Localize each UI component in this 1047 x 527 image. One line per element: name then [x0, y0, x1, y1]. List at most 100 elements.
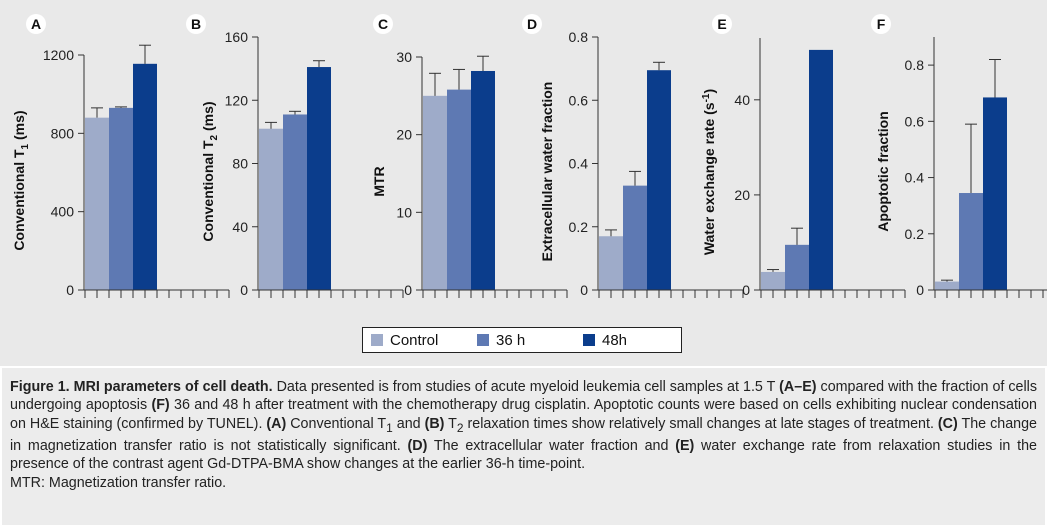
bar-e-2 — [809, 49, 833, 290]
bar-d-1 — [623, 185, 647, 290]
y-axis-label-main-f: Apoptotic fraction — [875, 111, 891, 232]
panel-letter-badge-d — [522, 14, 542, 34]
caption-seg: relaxation times show relatively small c… — [463, 415, 938, 432]
y-axis-label-d: Extracellular water fraction — [539, 82, 555, 262]
caption-seg: compared with the fraction of cells unde… — [10, 379, 1038, 414]
legend-item-36h: 36 h — [477, 332, 575, 349]
y-tick-label-d-4: 0.8 — [569, 29, 589, 45]
caption-sub: 1 — [386, 420, 393, 435]
y-tick-label-c-1: 10 — [396, 204, 412, 220]
panel-letter-c: C — [378, 16, 388, 32]
bar-e-1 — [785, 244, 809, 290]
y-tick-label-e-2: 40 — [734, 92, 750, 108]
legend-label-36h: 36 h — [496, 331, 526, 349]
y-tick-label-a-3: 1200 — [43, 47, 74, 63]
y-tick-label-f-4: 0.8 — [905, 57, 925, 73]
y-tick-label-b-0: 0 — [240, 282, 248, 298]
caption-ref: (B) — [424, 415, 445, 432]
caption-ref: (E) — [675, 438, 695, 455]
y-axis-label-a: Conventional T1 (ms) — [11, 110, 31, 250]
legend-swatch-48h — [583, 334, 595, 346]
y-tick-label-f-1: 0.2 — [905, 226, 925, 242]
y-axis-label-f: Apoptotic fraction — [875, 111, 891, 232]
bar-f-2 — [983, 97, 1007, 290]
caption-seg: Conventional T — [286, 415, 387, 432]
caption-seg: 36 and 48 h after treatment with the che… — [10, 397, 1037, 432]
y-axis-label-main-d: Extracellular water fraction — [539, 82, 555, 262]
bar-c-1 — [447, 89, 471, 291]
panel-letter-b: B — [191, 16, 201, 32]
y-tick-label-e-1: 20 — [734, 187, 750, 203]
panel-letter-d: D — [527, 16, 537, 32]
caption-abbreviation: MTR: Magnetization transfer ratio. — [10, 474, 227, 491]
caption-text: Figure 1. MRI parameters of cell death. … — [10, 378, 1037, 474]
caption-seg: T — [444, 415, 457, 432]
y-tick-label-e-0: 0 — [742, 282, 750, 298]
y-axis-label-c: MTR — [371, 166, 387, 196]
panel-letter-badge-b — [186, 14, 206, 34]
y-tick-label-a-1: 400 — [51, 204, 75, 220]
y-axis-label-main-c: MTR — [371, 166, 387, 196]
y-axis-label-suffix-e: ) — [701, 89, 717, 94]
y-tick-label-f-0: 0 — [916, 282, 924, 298]
bar-f-1 — [959, 193, 983, 290]
legend-item-control: Control — [371, 332, 469, 349]
bar-a-1 — [109, 107, 133, 290]
y-tick-label-a-0: 0 — [66, 282, 74, 298]
y-axis-label-sub-a: 1 — [20, 143, 31, 149]
caption-seg: The change in magnetization transfer rat… — [10, 415, 1038, 455]
y-tick-label-d-2: 0.4 — [569, 156, 589, 172]
y-axis-label-sup-e: -1 — [701, 93, 712, 102]
bar-b-1 — [283, 114, 307, 290]
panel-letter-badge-f — [871, 14, 891, 34]
caption-sub: 2 — [456, 420, 464, 435]
bar-e-0 — [761, 271, 785, 290]
y-tick-label-b-3: 120 — [225, 92, 249, 108]
panel-letter-a: A — [31, 16, 41, 32]
panel-letter-badge-c — [373, 14, 393, 34]
y-tick-label-b-1: 40 — [232, 219, 248, 235]
bar-f-0 — [935, 281, 959, 290]
y-tick-label-c-2: 20 — [396, 127, 412, 143]
figure-caption: Figure 1. MRI parameters of cell death. … — [2, 368, 1045, 525]
y-tick-label-b-4: 160 — [225, 29, 249, 45]
y-axis-label-b: Conventional T2 (ms) — [200, 101, 220, 241]
bar-a-0 — [85, 117, 109, 291]
y-axis-label-main-a: Conventional T — [11, 149, 27, 251]
y-tick-label-f-3: 0.6 — [905, 113, 925, 129]
y-tick-label-b-2: 80 — [232, 156, 248, 172]
y-tick-label-d-0: 0 — [580, 282, 588, 298]
bar-a-2 — [133, 63, 157, 290]
y-tick-label-a-2: 800 — [51, 125, 75, 141]
bar-b-0 — [259, 128, 283, 290]
caption-ref: (A–E) — [779, 379, 817, 395]
caption-ref: (A) — [266, 415, 287, 432]
bar-c-0 — [423, 95, 447, 290]
bar-b-2 — [307, 67, 331, 290]
y-tick-label-c-3: 30 — [396, 49, 412, 65]
y-axis-label-main-b: Conventional T — [200, 140, 216, 242]
panel-letter-e: E — [717, 16, 726, 32]
bar-d-0 — [599, 236, 623, 290]
figure-panel: A 0 400 800 1200 Conventional T1 (ms) B 0 40 80 12… — [0, 0, 1047, 366]
panel-letter-badge-a — [26, 14, 46, 34]
panel-letter-badge-e — [712, 14, 732, 34]
bar-c-2 — [471, 70, 495, 290]
legend-label-control: Control — [390, 331, 439, 349]
y-axis-label-suffix-a: (ms) — [11, 110, 27, 143]
caption-ref: (F) — [151, 397, 170, 414]
legend-swatch-control — [371, 334, 383, 346]
y-tick-label-f-2: 0.4 — [905, 170, 925, 186]
legend: Control 36 h 48h — [362, 327, 682, 353]
bar-d-2 — [647, 70, 671, 290]
caption-seg: Data presented is from studies of acute … — [272, 379, 780, 395]
caption-seg: The extracellular water fraction and — [427, 438, 676, 455]
caption-ref: (D) — [407, 438, 428, 455]
y-tick-label-d-3: 0.6 — [569, 92, 589, 108]
y-axis-label-suffix-b: (ms) — [200, 101, 216, 134]
caption-ref: (C) — [937, 415, 958, 432]
panel-letter-f: F — [877, 16, 886, 32]
legend-item-48h: 48h — [583, 332, 681, 349]
y-axis-label-main-e: Water exchange rate (s — [701, 102, 717, 255]
